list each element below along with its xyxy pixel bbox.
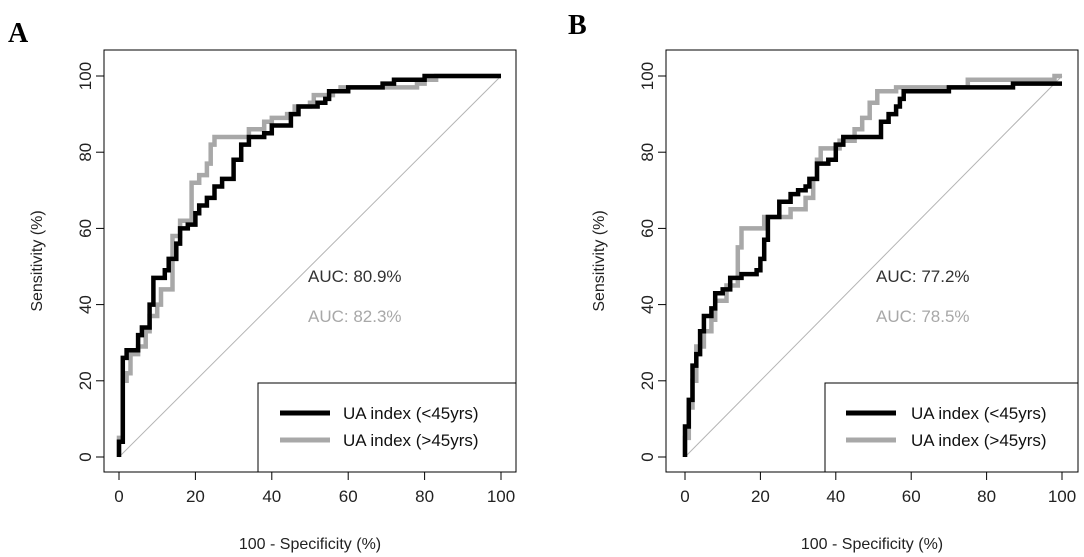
x-axis: 0 20 40 60 80 100 [114,471,515,506]
x-tick-label: 20 [186,487,205,506]
y-tick-label: 20 [76,371,95,390]
y-axis-title: Sensitivity (%) [591,210,608,311]
y-tick-label: 20 [638,371,657,390]
x-axis-title: 100 - Specificity (%) [801,536,943,553]
y-tick-label: 0 [638,452,657,461]
x-tick-label: 60 [902,487,921,506]
legend-label-under45: UA index (<45yrs) [343,404,479,423]
x-axis: 0 20 40 60 80 100 [680,471,1076,506]
x-tick-label: 100 [487,487,515,506]
chance-diagonal-line [684,75,1063,458]
x-tick-label: 100 [1048,487,1076,506]
reference-diagonal [684,75,1063,458]
x-axis-title: 100 - Specificity (%) [239,536,381,553]
chance-diagonal-line [118,75,502,458]
y-tick-label: 60 [638,219,657,238]
x-tick-label: 80 [977,487,996,506]
panel-a: A 0 20 40 60 80 100 0 20 40 60 80 100 Sensitivity … [8,18,517,553]
y-axis: 0 20 40 60 80 100 [76,62,105,462]
legend-label-over45: UA index (>45yrs) [911,431,1047,450]
y-tick-label: 60 [76,219,95,238]
y-tick-label: 80 [638,143,657,162]
x-tick-label: 0 [114,487,123,506]
legend-box [824,382,1079,473]
y-axis: 0 20 40 60 80 100 [638,62,667,462]
panel-label: A [8,18,29,49]
legend: UA index (<45yrs) UA index (>45yrs) [257,382,517,473]
reference-diagonal [118,75,502,458]
x-tick-label: 60 [339,487,358,506]
roc-curve-under45 [116,73,501,457]
auc-annotation-under45: AUC: 77.2% [876,267,970,286]
y-tick-label: 80 [76,143,95,162]
y-tick-label: 40 [638,295,657,314]
roc-curve-over45 [682,73,1062,457]
x-tick-label: 0 [680,487,689,506]
y-tick-label: 100 [76,62,95,90]
auc-annotation-under45: AUC: 80.9% [308,267,402,286]
legend-box [257,382,517,473]
roc-curves [682,73,1062,457]
x-tick-label: 20 [751,487,770,506]
y-tick-label: 100 [638,62,657,90]
auc-annotation-over45: AUC: 78.5% [876,307,970,326]
panel-b: B 0 20 40 60 80 100 0 20 40 60 80 100 Sensitivity … [568,10,1079,553]
roc-curve-under45 [682,81,1062,457]
legend: UA index (<45yrs) UA index (>45yrs) [824,382,1079,473]
x-tick-label: 40 [262,487,281,506]
y-tick-label: 0 [76,452,95,461]
roc-curves [116,73,501,457]
legend-label-over45: UA index (>45yrs) [343,431,479,450]
x-tick-label: 80 [415,487,434,506]
x-tick-label: 40 [826,487,845,506]
y-axis-title: Sensitivity (%) [29,210,46,311]
panel-label: B [568,10,587,41]
legend-label-under45: UA index (<45yrs) [911,404,1047,423]
y-tick-label: 40 [76,295,95,314]
auc-annotation-over45: AUC: 82.3% [308,307,402,326]
